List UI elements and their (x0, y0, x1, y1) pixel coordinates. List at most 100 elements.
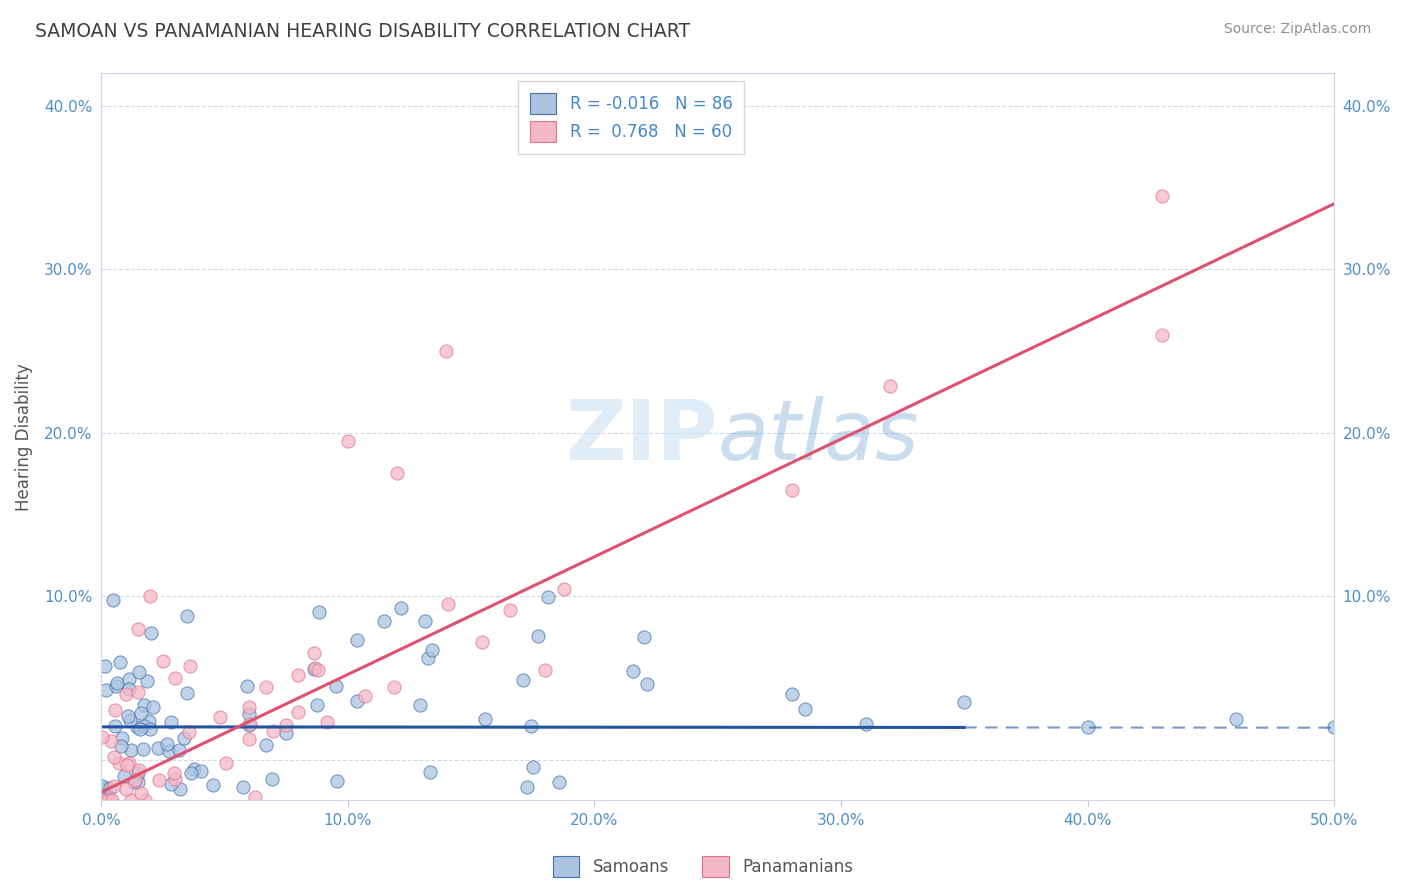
Point (243, 790, 266, 805)
Point (156, 737, 179, 751)
Text: Source: ZipAtlas.com: Source: ZipAtlas.com (1223, 22, 1371, 37)
Point (254, 680, 277, 694)
Point (169, 743, 191, 757)
Point (183, 762, 205, 776)
Point (389, 601, 412, 615)
Y-axis label: Hearing Disability: Hearing Disability (15, 363, 32, 510)
Point (91, 793, 114, 807)
Point (142, 700, 165, 714)
Point (434, 343, 457, 358)
Point (179, 659, 201, 673)
Point (522, 760, 544, 774)
Point (104, 719, 127, 733)
Point (238, 718, 260, 732)
Point (1225, 712, 1247, 726)
Point (94, 780, 117, 795)
Point (474, 712, 496, 726)
Point (163, 765, 186, 780)
Point (1150, 188, 1173, 202)
Point (308, 605, 330, 619)
Point (409, 698, 432, 713)
Point (236, 679, 259, 693)
Point (111, 731, 134, 746)
Point (325, 679, 347, 693)
Point (114, 687, 136, 701)
Point (132, 698, 155, 713)
Point (128, 665, 150, 679)
Point (274, 718, 297, 732)
Point (122, 775, 145, 789)
Point (274, 726, 297, 740)
Text: SAMOAN VS PANAMANIAN HEARING DISABILITY CORRELATION CHART: SAMOAN VS PANAMANIAN HEARING DISABILITY … (35, 22, 690, 41)
Point (304, 661, 326, 675)
Point (536, 590, 558, 604)
Point (437, 597, 460, 611)
Point (118, 673, 141, 687)
Point (780, 483, 803, 497)
Point (520, 719, 543, 733)
Point (117, 709, 139, 723)
Point (94, 659, 117, 673)
Point (127, 622, 149, 636)
Point (101, 793, 124, 807)
Point (128, 763, 150, 777)
Point (103, 750, 125, 764)
Point (176, 686, 198, 700)
Point (302, 662, 325, 676)
Point (91, 793, 114, 807)
Point (124, 772, 146, 787)
Point (118, 682, 141, 697)
Point (139, 589, 162, 603)
Point (127, 685, 149, 699)
Point (163, 772, 186, 786)
Point (382, 681, 405, 695)
Point (553, 582, 575, 596)
Point (315, 715, 337, 730)
Point (129, 706, 152, 720)
Point (794, 702, 817, 716)
Point (512, 673, 534, 687)
Point (499, 603, 522, 617)
Point (346, 632, 368, 647)
Point (879, 379, 901, 393)
Point (134, 793, 156, 807)
Point (98, 793, 121, 807)
Point (110, 739, 132, 753)
Point (129, 786, 152, 800)
Point (305, 698, 328, 712)
Point (471, 635, 494, 649)
Legend: R = -0.016   N = 86, R =  0.768   N = 60: R = -0.016 N = 86, R = 0.768 N = 60 (519, 81, 744, 154)
Point (302, 646, 325, 660)
Point (238, 700, 260, 714)
Point (117, 758, 139, 772)
Point (419, 764, 441, 779)
Point (131, 742, 153, 756)
Point (127, 775, 149, 789)
Point (238, 706, 260, 721)
Text: ZIP: ZIP (565, 396, 717, 477)
Point (336, 434, 359, 448)
Point (621, 664, 644, 678)
Point (548, 775, 571, 789)
Point (780, 687, 803, 701)
Point (108, 756, 131, 770)
Point (180, 765, 202, 780)
Point (120, 742, 142, 756)
Point (152, 655, 174, 669)
Point (516, 780, 538, 794)
Point (148, 772, 170, 787)
Point (104, 679, 127, 693)
Point (135, 673, 157, 688)
Point (125, 720, 148, 734)
Point (287, 705, 309, 719)
Point (138, 714, 160, 729)
Point (118, 713, 141, 727)
Point (176, 609, 198, 624)
Point (139, 722, 162, 736)
Point (215, 756, 238, 771)
Point (97, 793, 120, 807)
Point (232, 780, 254, 795)
Point (385, 467, 408, 481)
Point (239, 716, 262, 731)
Point (287, 668, 309, 682)
